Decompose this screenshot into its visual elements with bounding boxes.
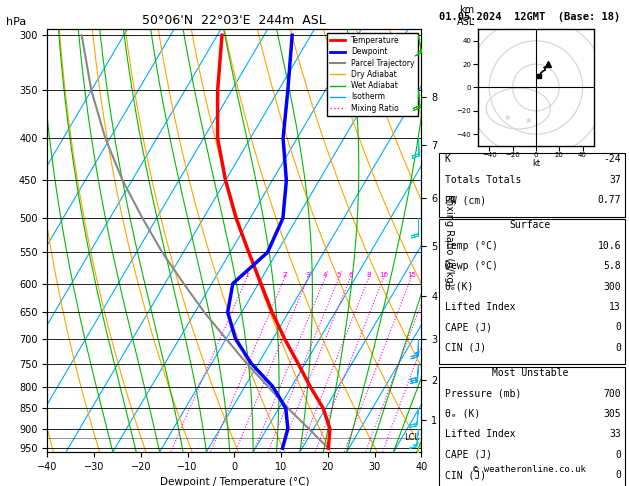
Text: 6: 6	[348, 272, 353, 278]
Text: Totals Totals: Totals Totals	[445, 174, 521, 185]
Legend: Temperature, Dewpoint, Parcel Trajectory, Dry Adiabat, Wet Adiabat, Isotherm, Mi: Temperature, Dewpoint, Parcel Trajectory…	[326, 33, 418, 116]
Text: 2: 2	[282, 272, 287, 278]
Text: 8: 8	[367, 272, 371, 278]
Text: 33: 33	[610, 430, 621, 439]
Text: Lifted Index: Lifted Index	[445, 302, 515, 312]
Text: 305: 305	[603, 409, 621, 419]
Text: Surface: Surface	[509, 220, 550, 230]
Text: 15: 15	[407, 272, 416, 278]
Text: CAPE (J): CAPE (J)	[445, 322, 492, 332]
Text: 1: 1	[245, 272, 249, 278]
Text: CAPE (J): CAPE (J)	[445, 450, 492, 460]
Text: 5.8: 5.8	[603, 261, 621, 271]
Text: 0: 0	[615, 343, 621, 353]
Text: 0: 0	[615, 470, 621, 480]
Text: 0: 0	[615, 450, 621, 460]
X-axis label: kt: kt	[532, 159, 540, 169]
X-axis label: Dewpoint / Temperature (°C): Dewpoint / Temperature (°C)	[160, 477, 309, 486]
Text: 0.77: 0.77	[598, 195, 621, 205]
Text: 5: 5	[337, 272, 341, 278]
Text: © weatheronline.co.uk: © weatheronline.co.uk	[474, 465, 586, 474]
Text: Temp (°C): Temp (°C)	[445, 241, 498, 251]
Text: Dewp (°C): Dewp (°C)	[445, 261, 498, 271]
Text: 700: 700	[603, 389, 621, 399]
Text: km
ASL: km ASL	[457, 5, 476, 27]
Text: θₑ (K): θₑ (K)	[445, 409, 480, 419]
Text: LCL: LCL	[404, 433, 419, 442]
Text: θₑ(K): θₑ(K)	[445, 281, 474, 292]
Y-axis label: Mixing Ratio (g/kg): Mixing Ratio (g/kg)	[444, 194, 454, 287]
Text: Lifted Index: Lifted Index	[445, 430, 515, 439]
Text: 10.6: 10.6	[598, 241, 621, 251]
Text: CIN (J): CIN (J)	[445, 470, 486, 480]
Text: ★: ★	[524, 116, 532, 124]
Text: Pressure (mb): Pressure (mb)	[445, 389, 521, 399]
Text: 300: 300	[603, 281, 621, 292]
Text: 3: 3	[306, 272, 310, 278]
Text: ★: ★	[503, 113, 511, 122]
Text: 13: 13	[610, 302, 621, 312]
Text: 01.05.2024  12GMT  (Base: 18): 01.05.2024 12GMT (Base: 18)	[439, 12, 621, 22]
Text: hPa: hPa	[6, 17, 26, 27]
Text: 37: 37	[610, 174, 621, 185]
Bar	[439, 219, 625, 364]
Text: Most Unstable: Most Unstable	[492, 368, 568, 378]
Text: CIN (J): CIN (J)	[445, 343, 486, 353]
Text: 0: 0	[615, 322, 621, 332]
Text: 4: 4	[323, 272, 328, 278]
Text: PW (cm): PW (cm)	[445, 195, 486, 205]
Title: 50°06'N  22°03'E  244m  ASL: 50°06'N 22°03'E 244m ASL	[142, 14, 326, 27]
Bar	[439, 153, 625, 217]
Bar	[439, 367, 625, 486]
Text: K: K	[445, 154, 450, 164]
Text: -24: -24	[603, 154, 621, 164]
Text: 10: 10	[379, 272, 388, 278]
